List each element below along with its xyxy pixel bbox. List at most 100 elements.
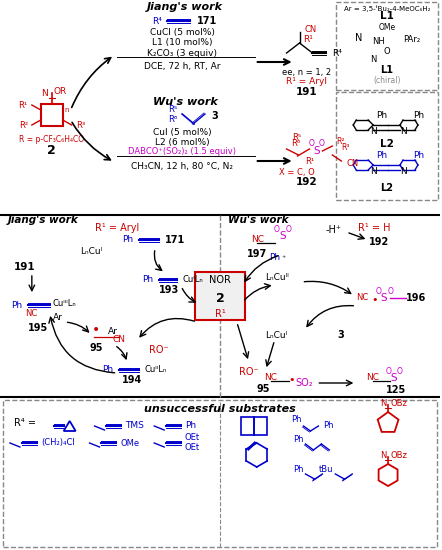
Text: TMS: TMS	[126, 421, 144, 431]
Text: 95: 95	[90, 343, 103, 353]
Text: Ph: Ph	[142, 276, 153, 284]
Text: NOR: NOR	[209, 275, 231, 285]
Text: Ar: Ar	[53, 314, 63, 322]
Text: Ph: Ph	[102, 366, 114, 375]
Text: Ph: Ph	[293, 436, 304, 444]
Text: N: N	[370, 168, 377, 177]
Text: R⁴: R⁴	[332, 48, 342, 58]
Text: NC: NC	[356, 294, 369, 302]
Text: O: O	[384, 47, 390, 57]
Text: 194: 194	[122, 375, 142, 385]
Text: Ar: Ar	[107, 327, 117, 337]
Text: O: O	[385, 366, 391, 376]
Text: CuᴵᴵᴵLₙ: CuᴵᴵᴵLₙ	[53, 299, 76, 307]
Text: L1: L1	[381, 65, 393, 75]
Text: L1: L1	[380, 11, 394, 21]
Text: 192: 192	[296, 177, 317, 187]
Text: Ph: Ph	[291, 415, 301, 425]
Text: N: N	[380, 399, 386, 409]
Text: Wu's work: Wu's work	[228, 215, 288, 225]
Text: 2: 2	[47, 144, 56, 157]
Text: R¹ = Aryl: R¹ = Aryl	[286, 78, 327, 86]
Text: •: •	[371, 295, 377, 305]
Text: OEt: OEt	[184, 433, 199, 443]
Text: 3: 3	[337, 330, 344, 340]
Bar	[336, 92, 438, 200]
Text: O: O	[397, 366, 403, 376]
Text: Ph: Ph	[324, 421, 334, 431]
Text: Jiang's work: Jiang's work	[147, 2, 223, 12]
Text: R⁵: R⁵	[168, 106, 177, 114]
Bar	[195, 272, 245, 320]
Text: O: O	[286, 224, 292, 234]
Text: R = p-CF₃C₆H₄CO: R = p-CF₃C₆H₄CO	[19, 135, 84, 144]
Text: R²: R²	[19, 120, 28, 129]
Text: 196: 196	[406, 293, 426, 303]
Text: •: •	[91, 323, 99, 337]
Text: PAr₂: PAr₂	[403, 36, 420, 45]
Text: OR: OR	[54, 87, 67, 96]
Bar	[254, 417, 267, 435]
Text: Ph: Ph	[185, 421, 196, 431]
Text: CN: CN	[112, 336, 126, 344]
Text: 95: 95	[257, 384, 271, 394]
Text: OBz: OBz	[390, 399, 407, 408]
Text: CH₃CN, 12 h, 80 °C, N₂: CH₃CN, 12 h, 80 °C, N₂	[131, 162, 233, 170]
Text: NC: NC	[25, 310, 37, 318]
Text: R¹: R¹	[214, 309, 225, 319]
Text: R⁶: R⁶	[168, 114, 177, 124]
Text: S: S	[381, 293, 388, 303]
Text: R¹: R¹	[305, 157, 314, 166]
Text: 197: 197	[247, 249, 267, 259]
Text: LₙCuᴵᴵ: LₙCuᴵᴵ	[265, 273, 289, 283]
Text: 192: 192	[369, 237, 389, 247]
Text: R³: R³	[76, 120, 85, 129]
Text: -H⁺: -H⁺	[325, 225, 341, 235]
Text: R⁴ =: R⁴ =	[14, 418, 36, 428]
Text: R¹ = H: R¹ = H	[358, 223, 390, 233]
Text: CN: CN	[305, 25, 317, 35]
Text: Ph: Ph	[122, 235, 133, 245]
Text: (chiral): (chiral)	[373, 75, 401, 85]
Bar	[241, 417, 254, 435]
Text: n: n	[65, 107, 69, 113]
Text: DCE, 72 h, RT, Ar: DCE, 72 h, RT, Ar	[144, 63, 221, 72]
Text: 191: 191	[296, 87, 317, 97]
Text: 125: 125	[386, 385, 406, 395]
Text: Ph: Ph	[11, 300, 22, 310]
Text: NC: NC	[251, 235, 264, 245]
Text: O: O	[319, 139, 324, 147]
Text: S: S	[279, 231, 286, 241]
Text: Wu's work: Wu's work	[152, 97, 217, 107]
Text: NC: NC	[366, 373, 379, 382]
Text: DABCO⁺(SO₂)₂ (1.5 equiv): DABCO⁺(SO₂)₂ (1.5 equiv)	[128, 147, 236, 157]
Text: R¹ = Aryl: R¹ = Aryl	[95, 223, 140, 233]
Text: X = C, O: X = C, O	[278, 168, 314, 177]
Text: R⁵: R⁵	[292, 133, 301, 141]
Text: S: S	[313, 146, 320, 156]
Text: Ph: Ph	[413, 111, 424, 119]
Text: L2: L2	[381, 183, 393, 193]
Text: CuᴵᴵLₙ: CuᴵᴵLₙ	[144, 366, 167, 375]
Text: N: N	[41, 89, 48, 97]
Text: N: N	[354, 33, 362, 43]
Text: OMe: OMe	[378, 24, 396, 32]
Text: N: N	[380, 452, 386, 460]
Text: Ar = 3,5-ᵗBu₂-4-MeOC₆H₂: Ar = 3,5-ᵗBu₂-4-MeOC₆H₂	[344, 4, 431, 12]
Text: OBz: OBz	[390, 450, 407, 459]
Text: RO⁻: RO⁻	[239, 367, 259, 377]
Text: ⁺: ⁺	[282, 254, 286, 262]
Text: LₙCuᴵ: LₙCuᴵ	[80, 248, 103, 256]
Text: N: N	[370, 128, 377, 136]
Text: Ph: Ph	[376, 111, 387, 119]
Text: •: •	[288, 375, 295, 385]
Bar	[3, 400, 437, 547]
Text: OMe: OMe	[120, 438, 140, 448]
Text: 3: 3	[211, 111, 218, 121]
Text: CN: CN	[346, 158, 358, 168]
Text: 191: 191	[14, 262, 36, 272]
Text: CuCl (5 mol%): CuCl (5 mol%)	[150, 29, 214, 37]
Text: NH: NH	[372, 37, 385, 47]
Text: Ph: Ph	[270, 254, 281, 262]
Text: 171: 171	[197, 16, 217, 26]
